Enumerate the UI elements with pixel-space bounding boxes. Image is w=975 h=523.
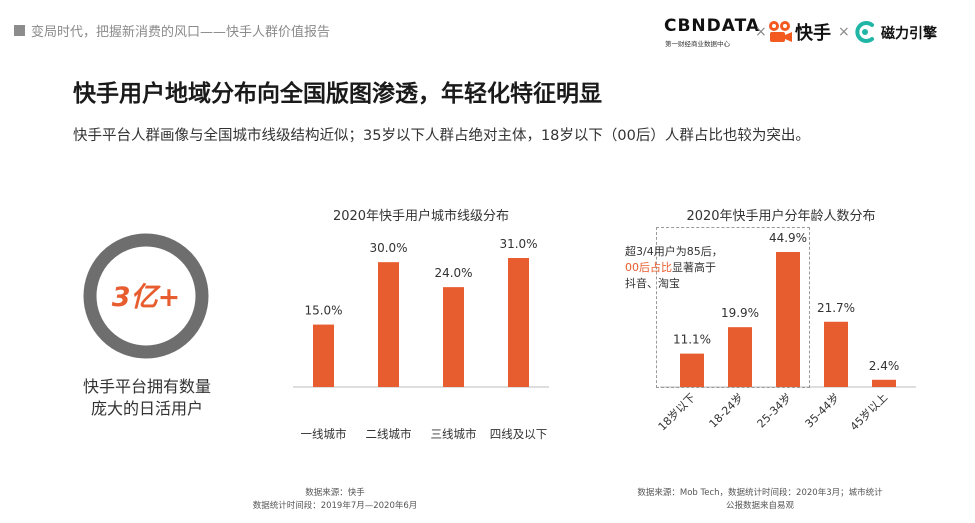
age-category-label: 45岁以上 — [847, 390, 890, 433]
city-category-label: 四线及以下 — [490, 427, 548, 441]
age-value-label: 44.9% — [769, 231, 807, 245]
city-bar — [313, 324, 334, 387]
city-category-label: 二线城市 — [366, 427, 412, 441]
report-header: 变局时代，把握新消费的风口——快手人群价值报告 — [31, 25, 331, 40]
age-category-label: 35-44岁 — [802, 390, 842, 430]
age-value-label: 2.4% — [869, 359, 900, 373]
annotation-line2-rest: 显著高于 — [672, 261, 716, 274]
age-annotation: 超3/4用户为85后， 00后占比显著高于 抖音、淘宝 — [625, 244, 723, 292]
cbndata-logo: CBNDATA — [664, 16, 761, 36]
age-source-line1: 数据来源：Mob Tech，数据统计时间段：2020年3月；城市统计 — [637, 488, 883, 498]
ring-circle-icon — [83, 233, 209, 359]
city-bar — [378, 262, 399, 387]
city-source-line1: 数据来源：快手 — [305, 488, 365, 498]
times-separator-2: × — [838, 24, 850, 40]
age-category-label: 18-24岁 — [706, 390, 746, 430]
dau-caption: 快手平台拥有数量 庞大的日活用户 — [62, 376, 232, 420]
annotation-line1: 超3/4用户为85后， — [625, 245, 723, 258]
annotation-highlight: 00后占比 — [625, 261, 672, 274]
city-chart-title: 2020年快手用户城市线级分布 — [333, 208, 509, 224]
city-source-line2: 数据统计时间段：2019年7月—2020年6月 — [252, 501, 418, 511]
age-value-label: 11.1% — [673, 333, 711, 347]
kuaishou-logo-text: 快手 — [795, 23, 831, 44]
city-value-label: 24.0% — [434, 266, 472, 280]
age-bar — [824, 321, 848, 387]
dau-caption-line1: 快手平台拥有数量 — [82, 377, 211, 396]
dau-caption-line2: 庞大的日活用户 — [90, 399, 203, 418]
city-bar — [508, 258, 529, 387]
age-category-label: 25-34岁 — [754, 390, 794, 430]
city-value-label: 31.0% — [499, 237, 537, 251]
cbndata-logo-sub: 第一财经商业数据中心 — [665, 40, 730, 48]
header-marker — [14, 25, 25, 36]
annotation-line3: 抖音、淘宝 — [625, 277, 680, 290]
age-bar — [872, 379, 896, 387]
age-bar — [680, 353, 704, 387]
dau-ring: 3亿+ — [80, 230, 212, 362]
page-subtitle: 快手平台人群画像与全国城市线级结构近似；35岁以下人群占绝对主体，18岁以下（0… — [73, 128, 810, 144]
logo-area: CBNDATA 第一财经商业数据中心 × 快手 × 磁力引擎 — [664, 16, 964, 50]
city-category-label: 三线城市 — [431, 427, 477, 441]
age-value-label: 19.9% — [721, 306, 759, 320]
age-chart-source: 数据来源：Mob Tech，数据统计时间段：2020年3月；城市统计 公报数据来… — [625, 487, 895, 513]
age-bar — [776, 252, 800, 387]
kuaishou-icon — [769, 21, 792, 42]
dau-value: 3亿+ — [111, 282, 181, 313]
age-value-label: 21.7% — [817, 301, 855, 315]
age-category-label: 18岁以下 — [655, 390, 698, 433]
cili-engine-icon — [855, 21, 874, 43]
annotation-dashed-box — [656, 227, 810, 388]
city-chart-source: 数据来源：快手 数据统计时间段：2019年7月—2020年6月 — [215, 487, 455, 513]
city-value-label: 30.0% — [369, 241, 407, 255]
times-separator: × — [755, 24, 767, 40]
city-bar — [443, 287, 464, 387]
age-source-line2: 公报数据来自易观 — [725, 501, 794, 511]
annotation-line2: 00后占比显著高于 — [625, 260, 723, 276]
city-value-label: 15.0% — [304, 304, 342, 318]
page-title: 快手用户地域分布向全国版图渗透，年轻化特征明显 — [73, 81, 602, 107]
city-category-label: 一线城市 — [301, 427, 347, 441]
age-chart-title: 2020年快手用户分年龄人数分布 — [686, 208, 875, 224]
cili-engine-logo-text: 磁力引擎 — [881, 26, 937, 42]
age-bar — [728, 327, 752, 387]
